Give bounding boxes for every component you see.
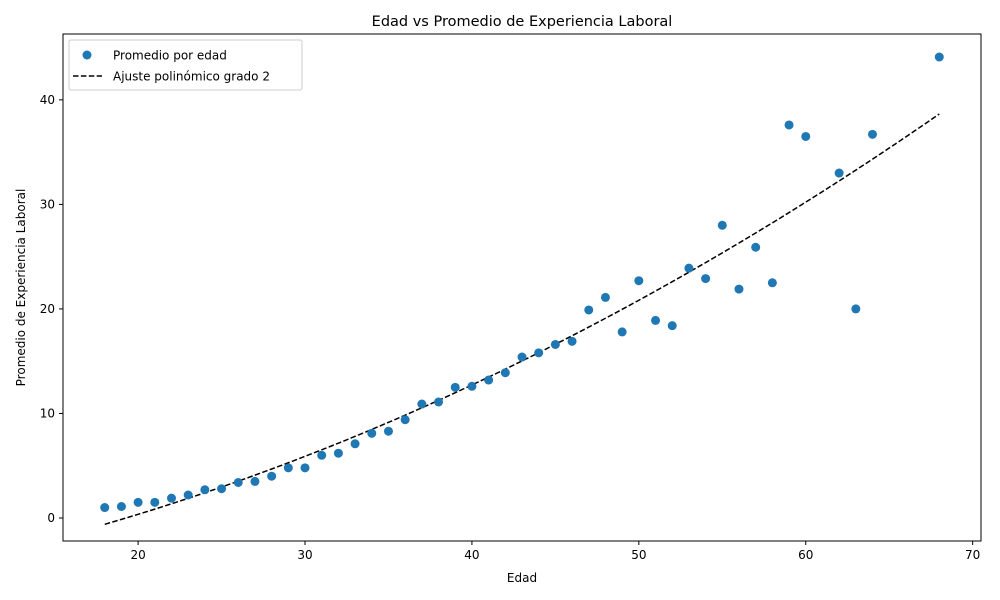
data-point	[250, 476, 260, 486]
data-point	[450, 382, 460, 392]
legend: Promedio por edad Ajuste polinómico grad…	[68, 39, 303, 91]
data-point	[767, 278, 777, 288]
data-point	[484, 375, 494, 385]
data-point	[684, 263, 694, 273]
plot-area	[62, 33, 982, 542]
x-axis: 20 30 40 50 60 70	[130, 541, 980, 562]
y-tick-label: 10	[40, 406, 55, 420]
legend-marker-scatter	[82, 50, 92, 60]
data-point	[233, 477, 243, 487]
x-axis-label: Edad	[507, 571, 537, 585]
data-point	[584, 305, 594, 315]
data-point	[534, 348, 544, 358]
data-point	[851, 304, 861, 314]
data-point	[567, 336, 577, 346]
data-point	[734, 284, 744, 294]
y-tick-label: 40	[40, 93, 55, 107]
data-point	[717, 220, 727, 230]
data-point	[868, 129, 878, 139]
data-point	[400, 415, 410, 425]
data-point	[417, 399, 427, 409]
fit-curve	[104, 113, 940, 526]
data-point	[317, 450, 327, 460]
data-point	[550, 339, 560, 349]
x-tick-label: 50	[631, 548, 646, 562]
y-tick-label: 20	[40, 302, 55, 316]
legend-frame	[68, 39, 303, 91]
x-tick-label: 60	[798, 548, 813, 562]
data-point	[100, 503, 110, 513]
data-point	[434, 397, 444, 407]
data-point	[350, 439, 360, 449]
y-axis: 0 10 20 30 40	[40, 93, 63, 525]
data-point	[217, 484, 227, 494]
data-point	[267, 471, 277, 481]
data-point	[467, 381, 477, 391]
legend-label-fit: Ajuste polinómico grado 2	[113, 70, 270, 84]
data-point	[150, 497, 160, 507]
x-tick-label: 40	[464, 548, 479, 562]
data-point	[133, 497, 143, 507]
x-tick-label: 20	[130, 548, 145, 562]
data-point	[166, 493, 176, 503]
data-points	[100, 52, 944, 513]
data-point	[500, 368, 510, 378]
data-point	[651, 315, 661, 325]
y-tick-label: 30	[40, 197, 55, 211]
x-tick-label: 30	[297, 548, 312, 562]
y-tick-label: 0	[47, 511, 55, 525]
data-point	[600, 292, 610, 302]
data-point	[667, 321, 677, 331]
data-point	[617, 327, 627, 337]
data-point	[300, 463, 310, 473]
data-point	[183, 490, 193, 500]
data-point	[634, 276, 644, 286]
chart-title: Edad vs Promedio de Experiencia Laboral	[372, 14, 673, 30]
data-point	[200, 485, 210, 495]
data-point	[116, 502, 126, 511]
y-axis-label: Promedio de Experiencia Laboral	[14, 189, 28, 387]
data-point	[934, 52, 944, 62]
data-point	[283, 463, 293, 473]
data-point	[367, 428, 377, 438]
x-tick-label: 70	[965, 548, 980, 562]
data-point	[517, 352, 527, 362]
plot-frame	[62, 33, 982, 542]
data-point	[333, 448, 343, 458]
legend-label-scatter: Promedio por edad	[113, 49, 227, 63]
data-point	[751, 242, 761, 252]
data-point	[834, 168, 844, 178]
data-point	[801, 131, 811, 141]
data-point	[383, 426, 393, 436]
data-point	[784, 120, 794, 130]
data-point	[701, 274, 711, 284]
